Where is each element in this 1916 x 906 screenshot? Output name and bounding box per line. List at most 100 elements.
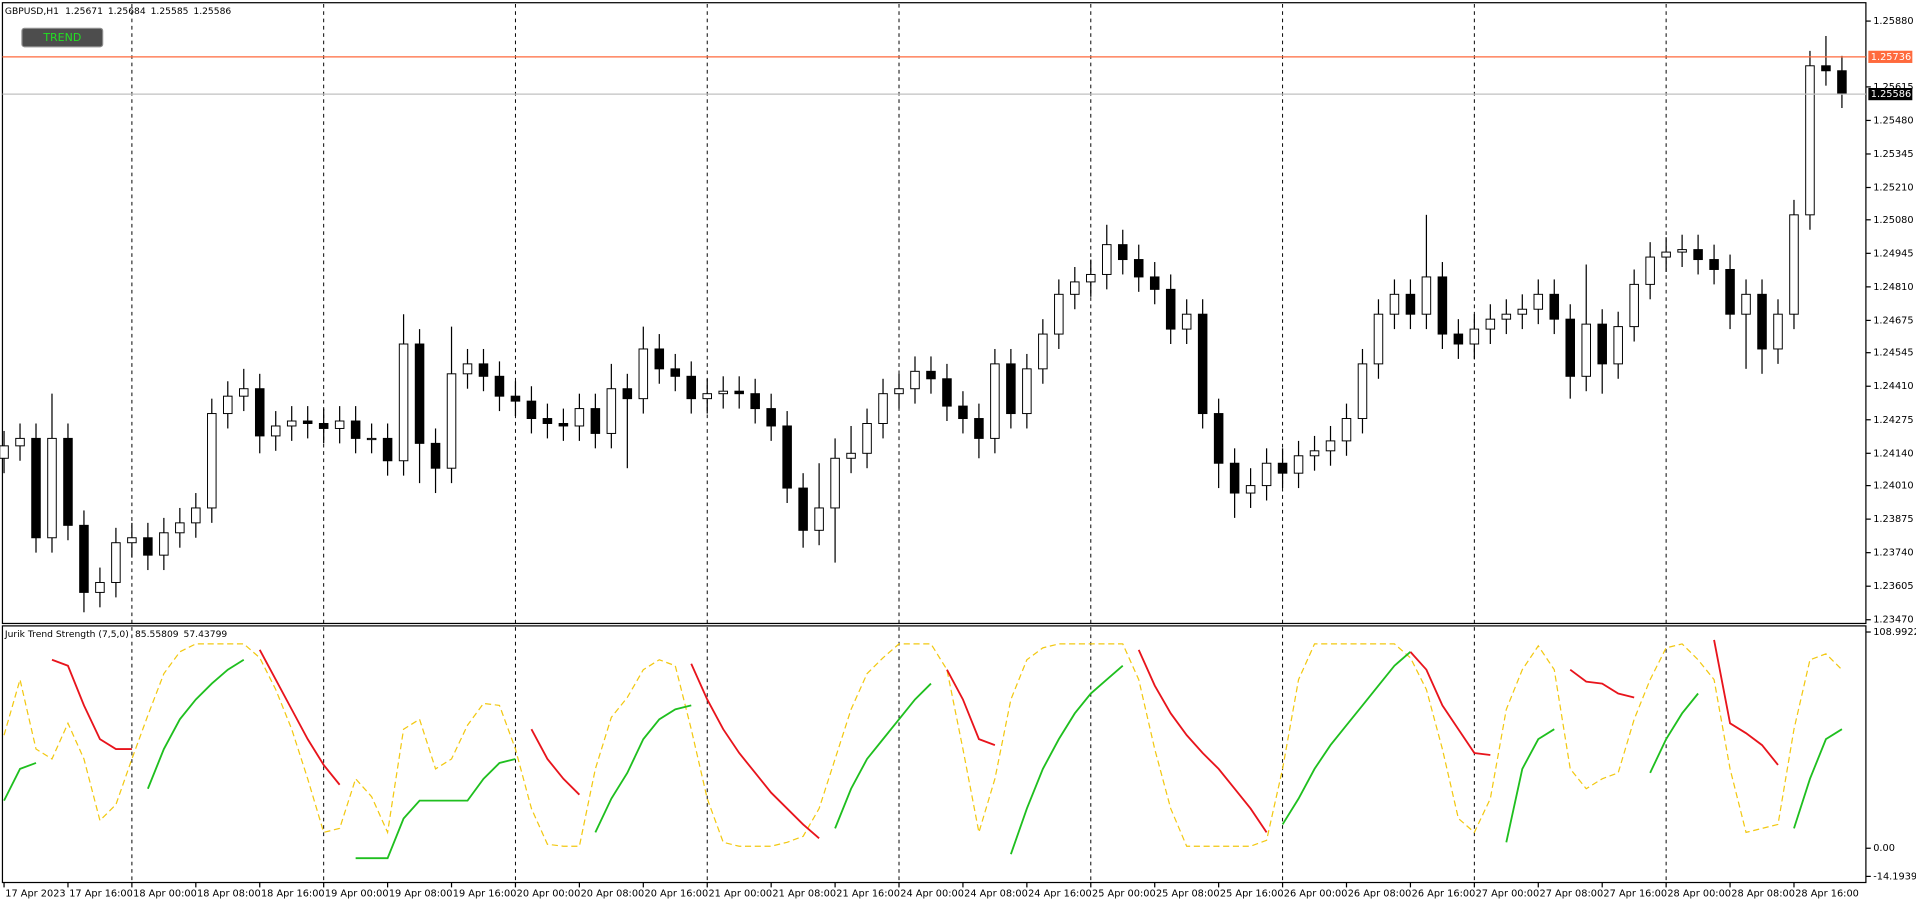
pane-title: Jurik Trend Strength (7,5,0) bbox=[4, 629, 129, 640]
x-tick-label: 17 Apr 16:00 bbox=[69, 889, 133, 900]
candle-body bbox=[910, 370, 920, 390]
y-tick-label: 1.24410 bbox=[1873, 381, 1913, 392]
indicator-line bbox=[147, 658, 245, 790]
candle-body bbox=[63, 437, 73, 526]
indicator-line bbox=[3, 762, 37, 802]
x-tick-label: 26 Apr 00:00 bbox=[1284, 889, 1348, 900]
candle-body bbox=[1277, 462, 1288, 474]
candle-body bbox=[654, 348, 665, 370]
x-tick-label: 28 Apr 00:00 bbox=[1667, 889, 1731, 900]
x-tick-label: 27 Apr 00:00 bbox=[1476, 889, 1540, 900]
candle-body bbox=[462, 363, 473, 375]
candle-body bbox=[1022, 368, 1032, 415]
candle-body bbox=[1389, 293, 1400, 315]
candle-body bbox=[1469, 328, 1480, 345]
indicator-line bbox=[946, 669, 996, 746]
button-label[interactable]: TREND bbox=[42, 31, 81, 44]
y-tick-label: 1.23605 bbox=[1873, 581, 1913, 592]
candle-body bbox=[1565, 318, 1576, 377]
candle-body bbox=[1501, 313, 1512, 320]
indicator-line bbox=[1793, 728, 1843, 829]
price-label: 1.25736 bbox=[1871, 52, 1911, 63]
candle-body bbox=[942, 378, 952, 407]
y-tick-label: 1.24545 bbox=[1873, 348, 1913, 359]
pane-value: 1.25671 bbox=[65, 6, 103, 17]
candle-body bbox=[223, 395, 233, 415]
candle-body bbox=[1341, 418, 1352, 442]
candle-body bbox=[143, 537, 153, 556]
x-tick-label: 19 Apr 08:00 bbox=[389, 889, 453, 900]
pane-value: 1.25585 bbox=[151, 6, 189, 17]
indicator-line bbox=[594, 704, 692, 833]
indicator-line bbox=[1505, 728, 1555, 843]
candle-body bbox=[127, 537, 137, 544]
candle-body bbox=[1117, 244, 1128, 261]
candle-body bbox=[606, 388, 617, 434]
y-tick-label: 1.24810 bbox=[1873, 282, 1913, 293]
candle-body bbox=[1581, 323, 1591, 377]
candle-body bbox=[670, 368, 681, 377]
indicator-line bbox=[1281, 651, 1412, 825]
indicator-line bbox=[51, 658, 132, 750]
candle-body bbox=[175, 522, 185, 534]
pane-title: GBPUSD,H1 bbox=[5, 6, 59, 17]
price-label: 1.25586 bbox=[1871, 89, 1911, 100]
pane-value: 1.25586 bbox=[193, 6, 231, 17]
candle-body bbox=[1757, 293, 1767, 350]
candle-body bbox=[1693, 249, 1703, 261]
y-tick-label: 1.25210 bbox=[1873, 183, 1913, 194]
x-tick-label: 20 Apr 16:00 bbox=[645, 889, 709, 900]
candle-body bbox=[1549, 293, 1560, 320]
candle-body bbox=[1725, 268, 1735, 315]
candle-body bbox=[1054, 293, 1064, 335]
candle-body bbox=[254, 388, 265, 437]
candle-body bbox=[446, 373, 457, 469]
candle-body bbox=[878, 393, 888, 424]
candle-body bbox=[398, 343, 409, 462]
y-tick-label: 0.00 bbox=[1873, 843, 1895, 854]
candle-body bbox=[846, 452, 856, 459]
main-pane bbox=[1, 2, 1867, 625]
y-tick-label: 1.24675 bbox=[1873, 315, 1913, 326]
y-tick-label: 1.25615 bbox=[1873, 82, 1913, 93]
x-tick-label: 19 Apr 00:00 bbox=[325, 889, 389, 900]
candle-body bbox=[1325, 440, 1336, 452]
x-tick-label: 21 Apr 08:00 bbox=[772, 889, 836, 900]
candle-body bbox=[1293, 455, 1304, 474]
candle-body bbox=[1261, 462, 1272, 487]
candle-body bbox=[702, 393, 712, 400]
y-tick-label: 1.24010 bbox=[1873, 481, 1913, 492]
candle-body bbox=[1133, 259, 1144, 278]
candle-body bbox=[1373, 313, 1384, 365]
y-tick-label: 1.24140 bbox=[1873, 448, 1913, 459]
candle-body bbox=[1661, 251, 1671, 258]
candle-body bbox=[734, 390, 744, 395]
y-tick-label: 1.25080 bbox=[1873, 215, 1913, 226]
candle-body bbox=[990, 363, 1000, 439]
x-tick-label: 25 Apr 00:00 bbox=[1092, 889, 1156, 900]
indicator-pane bbox=[1, 625, 1867, 884]
candle-body bbox=[1437, 276, 1448, 335]
candle-body bbox=[1709, 259, 1719, 270]
y-tick-label: 1.23740 bbox=[1873, 548, 1913, 559]
candle-body bbox=[1102, 244, 1112, 275]
indicator-line bbox=[1137, 649, 1268, 833]
candle-body bbox=[1613, 326, 1623, 365]
x-tick-label: 25 Apr 16:00 bbox=[1220, 889, 1284, 900]
x-tick-label: 19 Apr 16:00 bbox=[453, 889, 517, 900]
candle-body bbox=[1517, 308, 1528, 315]
candle-body bbox=[111, 542, 121, 583]
indicator-line bbox=[834, 682, 932, 829]
candle-body bbox=[350, 420, 361, 439]
button-box[interactable] bbox=[21, 27, 104, 48]
candle-body bbox=[1645, 256, 1655, 285]
trend-button[interactable]: TREND bbox=[21, 27, 104, 48]
indicator-line bbox=[3, 643, 1843, 847]
candle-body bbox=[542, 418, 553, 424]
candle-body bbox=[798, 487, 808, 531]
candle-body bbox=[1533, 293, 1544, 310]
x-tick-label: 28 Apr 16:00 bbox=[1795, 889, 1859, 900]
indicator-line bbox=[690, 663, 820, 840]
candle-body bbox=[1357, 363, 1368, 420]
